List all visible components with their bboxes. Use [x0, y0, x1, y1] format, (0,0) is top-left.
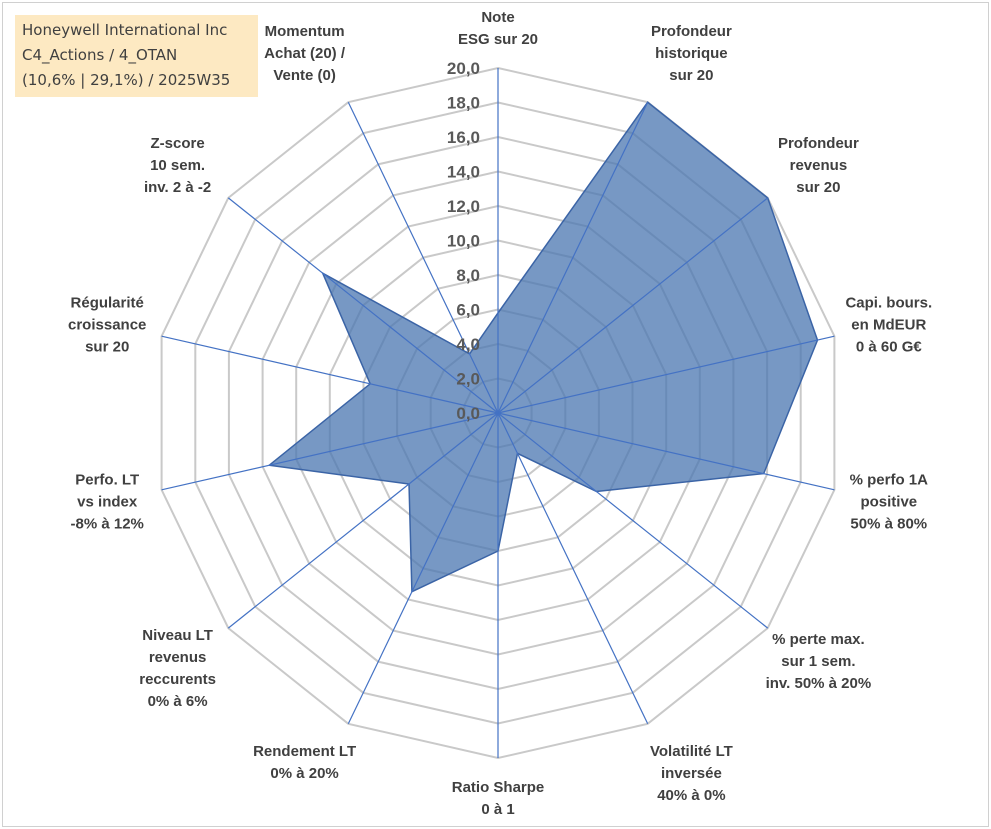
radar-chart: 0,02,04,06,08,010,012,014,016,018,020,0N… — [68, 9, 932, 818]
tick-label: 16,0 — [447, 128, 480, 147]
category-label-line: inv. 2 à -2 — [144, 179, 211, 196]
category-label-line: revenus — [149, 649, 207, 666]
category-label-line: reccurents — [139, 671, 216, 688]
category-label-line: Achat (20) / — [264, 45, 346, 62]
category-label-line: 10 sem. — [150, 157, 205, 174]
category-label-line: inversée — [661, 765, 722, 782]
category-label-line: inv. 50% à 20% — [766, 675, 872, 692]
spoke — [497, 197, 769, 414]
category-label: % perte max. sur 1 sem. inv. 50% à 20% — [766, 631, 872, 692]
category-label: Z-score 10 sem. inv. 2 à -2 — [144, 135, 211, 196]
category-label-line: sur 1 sem. — [781, 653, 855, 670]
title-line-1: Honeywell International Inc — [22, 21, 228, 39]
category-label-line: Niveau LT — [142, 627, 213, 644]
category-label-line: -8% à 12% — [71, 516, 144, 533]
category-label-line: % perfo 1A — [850, 472, 929, 489]
category-label: Profondeur historique sur 20 — [651, 23, 732, 84]
spoke — [347, 101, 499, 414]
category-label: Volatilité LT inversée 40% à 0% — [650, 743, 733, 804]
category-label: Rendement LT 0% à 20% — [253, 743, 356, 782]
category-label-line: positive — [860, 494, 917, 511]
category-label-line: % perte max. — [772, 631, 865, 648]
category-label-line: Z-score — [151, 135, 205, 152]
series-area — [267, 101, 819, 593]
category-label-line: sur 20 — [85, 338, 129, 355]
category-label-line: Momentum — [265, 23, 345, 40]
category-label-line: 0 à 60 G€ — [856, 338, 923, 355]
title-line-3: (10,6% | 29,1%) / 2025W35 — [22, 71, 231, 89]
spoke — [497, 412, 649, 725]
spoke — [347, 412, 499, 725]
tick-label: 10,0 — [447, 232, 480, 251]
category-label-line: 0 à 1 — [481, 801, 514, 818]
tick-label: 4,0 — [456, 335, 480, 354]
title-line-2: C4_Actions / 4_OTAN — [22, 46, 178, 64]
spoke — [497, 101, 649, 414]
category-label-line: 0% à 6% — [148, 693, 208, 710]
category-label-line: Perfo. LT — [75, 472, 139, 489]
spoke — [497, 335, 835, 414]
category-label: Ratio Sharpe 0 à 1 — [452, 779, 545, 818]
spoke — [227, 197, 499, 414]
category-label-line: vs index — [77, 494, 138, 511]
tick-label: 2,0 — [456, 370, 480, 389]
category-label-line: Profondeur — [651, 23, 732, 40]
category-label-line: Rendement LT — [253, 743, 356, 760]
category-label-line: Profondeur — [778, 135, 859, 152]
category-label-line: 0% à 20% — [270, 765, 338, 782]
category-label: Momentum Achat (20) / Vente (0) — [264, 23, 346, 84]
category-label-line: croissance — [68, 316, 146, 333]
category-label-line: en MdEUR — [851, 316, 926, 333]
category-label-line: Régularité — [71, 294, 144, 311]
spoke — [161, 412, 499, 491]
tick-label: 8,0 — [456, 266, 480, 285]
category-label-line: ESG sur 20 — [458, 31, 538, 48]
tick-label: 20,0 — [447, 59, 480, 78]
category-label-line: sur 20 — [669, 67, 713, 84]
tick-label: 12,0 — [447, 197, 480, 216]
spoke — [497, 412, 769, 629]
tick-label: 0,0 — [456, 404, 480, 423]
spoke — [497, 412, 835, 491]
category-label: Niveau LT revenus reccurents 0% à 6% — [139, 627, 216, 710]
category-label-line: Ratio Sharpe — [452, 779, 545, 796]
category-label: Note ESG sur 20 — [458, 9, 538, 48]
spokes — [161, 68, 835, 758]
chart-title-box: Honeywell International Inc C4_Actions /… — [15, 15, 258, 97]
tick-label: 6,0 — [456, 301, 480, 320]
category-label: Régularité croissance sur 20 — [68, 294, 146, 355]
spoke — [227, 412, 499, 629]
tick-label: 18,0 — [447, 94, 480, 113]
radial-ticks: 0,0 2,0 4,0 6,0 8,0 10,0 12,0 14,0 16,0 18,0 20,0 — [447, 59, 480, 423]
category-label-line: 40% à 0% — [657, 787, 725, 804]
category-label-line: 50% à 80% — [850, 516, 927, 533]
category-label-line: Capi. bours. — [845, 294, 932, 311]
category-label: Profondeur revenus sur 20 — [778, 135, 859, 196]
category-label-line: Volatilité LT — [650, 743, 733, 760]
category-label-line: revenus — [790, 157, 848, 174]
category-label-line: historique — [655, 45, 728, 62]
category-label-line: Note — [481, 9, 514, 26]
category-label: Perfo. LT vs index -8% à 12% — [71, 472, 144, 533]
category-label-line: Vente (0) — [273, 67, 336, 84]
category-label: % perfo 1A positive 50% à 80% — [850, 472, 929, 533]
tick-label: 14,0 — [447, 163, 480, 182]
category-label-line: sur 20 — [796, 179, 840, 196]
category-labels: Note ESG sur 20 Profondeur historique sur 20… — [68, 9, 932, 818]
category-label: Capi. bours. en MdEUR 0 à 60 G€ — [845, 294, 932, 355]
spoke — [161, 335, 499, 414]
